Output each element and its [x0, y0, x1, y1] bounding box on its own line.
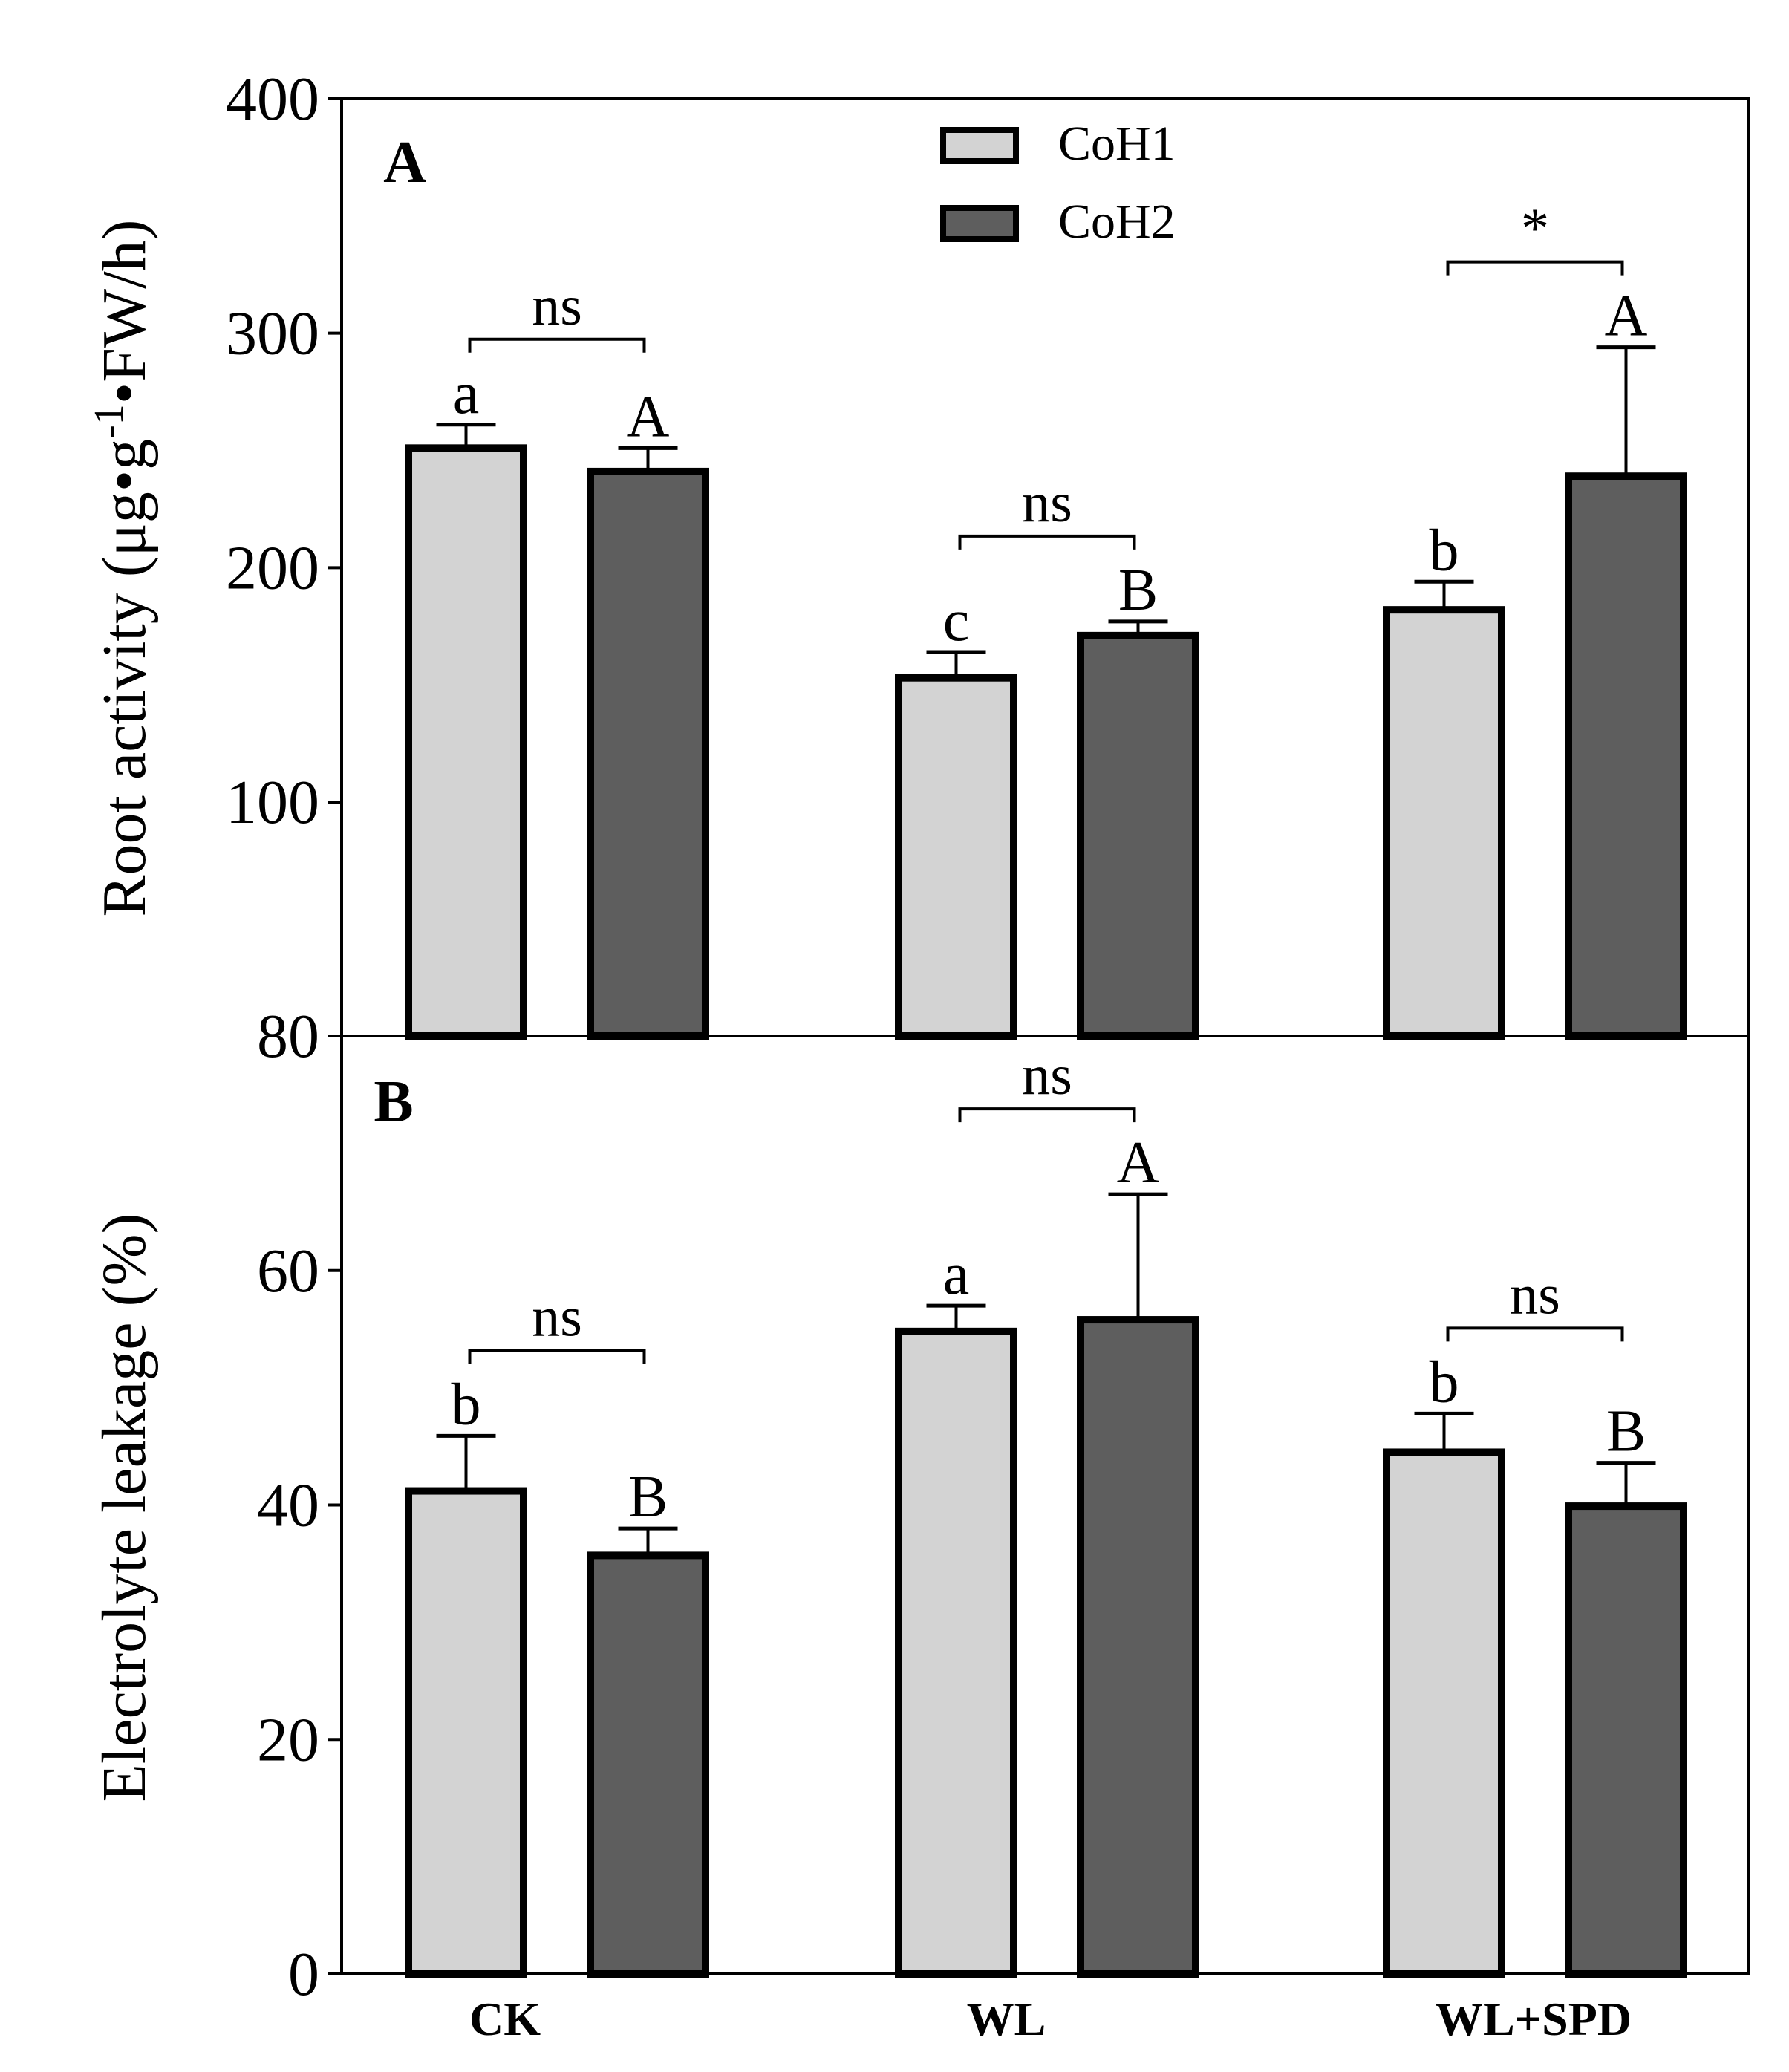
- comparison-bracket-a-2: [1446, 260, 1624, 276]
- bar-b-coh1-ck: [405, 1487, 527, 1978]
- y-tick-label-a-100: 100: [226, 768, 319, 837]
- x-axis-categories: CK WL WL+SPD: [469, 1993, 1632, 2045]
- comparison-label-a-2: *: [1521, 198, 1549, 260]
- sig-letter-b-coh2-0: B: [628, 1465, 668, 1530]
- comparison-bracket-a-0: [468, 337, 646, 353]
- x-category-label-wl-spd: WL+SPD: [1436, 1993, 1632, 2045]
- bar-b-coh2-wl+spd: [1565, 1502, 1687, 1978]
- y-tick-label-a-400: 400: [226, 65, 319, 134]
- comparison-bracket-b-1: [958, 1107, 1136, 1123]
- bar-a-coh2-wl: [1077, 631, 1199, 1040]
- y-axis-title-a-tail: •FW/h): [90, 219, 159, 404]
- comparison-bracket-b-2: [1446, 1326, 1624, 1342]
- comparison-bracket-b-0: [468, 1349, 646, 1364]
- bar-a-coh1-wl: [895, 674, 1017, 1040]
- y-axis-title-a-main: Root activity (μg•g: [90, 439, 159, 917]
- panel-a-root-activity: 80 100 200 300 400 a c b A B Ans ns * A Root activity …: [86, 65, 1687, 1071]
- x-category-label-wl: WL: [967, 1993, 1046, 2045]
- comparison-label-a-0: ns: [532, 275, 582, 337]
- sig-letter-a-coh1-1: c: [943, 588, 970, 654]
- y-axis-title-a-sup: -1: [86, 404, 132, 439]
- bar-b-coh2-wl: [1077, 1316, 1199, 1978]
- sig-letter-a-coh2-2: A: [1605, 284, 1648, 349]
- comparison-label-b-1: ns: [1022, 1044, 1072, 1107]
- panel-letter-b: B: [374, 1069, 413, 1135]
- sig-letter-a-coh2-0: A: [627, 384, 670, 449]
- bar-a-coh1-ck: [405, 444, 527, 1040]
- legend-label-coh2: CoH2: [1058, 195, 1176, 249]
- bar-a-coh1-wl+spd: [1383, 606, 1505, 1040]
- comparison-label-a-1: ns: [1022, 472, 1072, 534]
- comparison-bracket-a-1: [958, 534, 1136, 550]
- sig-letter-b-coh2-2: B: [1606, 1399, 1646, 1465]
- y-tick-label-a-200: 200: [226, 533, 319, 602]
- panel-letter-a: A: [383, 130, 426, 195]
- legend-swatch-coh2: [940, 205, 1019, 242]
- y-tick-label-a-300: 300: [226, 299, 319, 368]
- y-tick-label-a-80: 80: [257, 1002, 319, 1071]
- y-tick-label-b-20: 20: [257, 1705, 319, 1774]
- legend-label-coh1: CoH1: [1058, 117, 1176, 171]
- x-category-label-ck: CK: [469, 1993, 541, 2045]
- sig-letter-b-coh1-0: b: [452, 1372, 481, 1437]
- y-axis-title-b: Electrolyte leakage (%): [90, 1213, 159, 1802]
- sig-letter-b-coh2-1: A: [1117, 1130, 1160, 1196]
- bar-b-coh1-wl: [895, 1327, 1017, 1978]
- sig-letter-b-coh1-1: a: [943, 1242, 970, 1307]
- comparison-label-b-0: ns: [532, 1286, 582, 1348]
- sig-letter-a-coh2-1: B: [1118, 558, 1158, 623]
- sig-letter-a-coh1-2: b: [1430, 518, 1459, 583]
- comparison-label-b-2: ns: [1510, 1263, 1560, 1326]
- sig-letter-b-coh1-2: b: [1430, 1349, 1459, 1415]
- bar-a-coh2-ck: [587, 467, 709, 1040]
- sig-letter-a-coh1-0: a: [453, 361, 480, 426]
- bar-b-coh2-ck: [587, 1551, 709, 1978]
- bar-b-coh1-wl+spd: [1383, 1448, 1505, 1978]
- y-axis-title-a: Root activity (μg•g-1•FW/h): [86, 219, 159, 916]
- y-tick-label-b-40: 40: [257, 1471, 319, 1540]
- legend: CoH1 CoH2: [940, 117, 1176, 249]
- legend-swatch-coh1: [940, 127, 1019, 164]
- bar-a-coh2-wl+spd: [1565, 472, 1687, 1040]
- panel-b-electrolyte-leakage: 0 20 40 60 b a b B A Bns ns ns B Electrolyte leakage …: [90, 1044, 1687, 2009]
- y-tick-label-b-60: 60: [257, 1237, 319, 1306]
- y-tick-label-b-0: 0: [288, 1940, 319, 2009]
